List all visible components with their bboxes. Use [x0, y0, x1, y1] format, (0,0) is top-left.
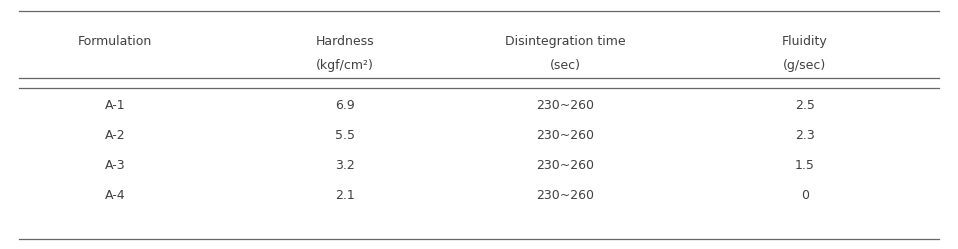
- Text: A-3: A-3: [104, 159, 125, 172]
- Text: 2.1: 2.1: [335, 189, 354, 202]
- Text: 6.9: 6.9: [335, 99, 354, 112]
- Text: (kgf/cm²): (kgf/cm²): [316, 60, 374, 72]
- Text: Hardness: Hardness: [315, 35, 375, 48]
- Text: 2.5: 2.5: [795, 99, 814, 112]
- Text: A-1: A-1: [104, 99, 125, 112]
- Text: 230~260: 230~260: [536, 159, 594, 172]
- Text: (sec): (sec): [550, 60, 581, 72]
- Text: 3.2: 3.2: [335, 159, 354, 172]
- Text: 0: 0: [801, 189, 809, 202]
- Text: 5.5: 5.5: [335, 129, 354, 142]
- Text: (g/sec): (g/sec): [783, 60, 827, 72]
- Text: 2.3: 2.3: [795, 129, 814, 142]
- Text: 230~260: 230~260: [536, 189, 594, 202]
- Text: A-4: A-4: [104, 189, 125, 202]
- Text: Formulation: Formulation: [78, 35, 152, 48]
- Text: Disintegration time: Disintegration time: [505, 35, 626, 48]
- Text: 1.5: 1.5: [795, 159, 814, 172]
- Text: A-2: A-2: [104, 129, 125, 142]
- Text: 230~260: 230~260: [536, 129, 594, 142]
- Text: 230~260: 230~260: [536, 99, 594, 112]
- Text: Fluidity: Fluidity: [782, 35, 828, 48]
